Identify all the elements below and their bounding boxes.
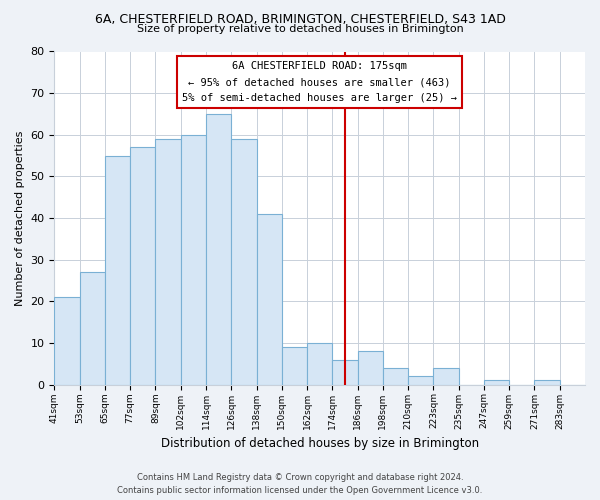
Bar (80, 272, 105, 384)
Y-axis label: Number of detached properties: Number of detached properties (15, 130, 25, 306)
Bar (484, 380, 509, 384)
Bar (282, 347, 307, 385)
Bar (535, 380, 560, 384)
Bar (181, 135, 206, 384)
Text: 6A, CHESTERFIELD ROAD, BRIMINGTON, CHESTERFIELD, S43 1AD: 6A, CHESTERFIELD ROAD, BRIMINGTON, CHEST… (95, 12, 505, 26)
Bar (433, 368, 458, 384)
Bar (257, 214, 282, 384)
Bar (206, 114, 231, 384)
X-axis label: Distribution of detached houses by size in Brimington: Distribution of detached houses by size … (161, 437, 479, 450)
Text: Contains HM Land Registry data © Crown copyright and database right 2024.
Contai: Contains HM Land Registry data © Crown c… (118, 474, 482, 495)
Bar (307, 343, 332, 384)
Bar (155, 139, 181, 384)
Text: 6A CHESTERFIELD ROAD: 175sqm
← 95% of detached houses are smaller (463)
5% of se: 6A CHESTERFIELD ROAD: 175sqm ← 95% of de… (182, 62, 457, 102)
Bar (130, 148, 155, 384)
Bar (231, 139, 257, 384)
Bar (332, 360, 358, 384)
Bar (105, 156, 130, 384)
Bar (55, 297, 80, 384)
Bar (383, 368, 408, 384)
Bar (358, 352, 383, 384)
Text: Size of property relative to detached houses in Brimington: Size of property relative to detached ho… (137, 24, 463, 34)
Bar (408, 376, 433, 384)
